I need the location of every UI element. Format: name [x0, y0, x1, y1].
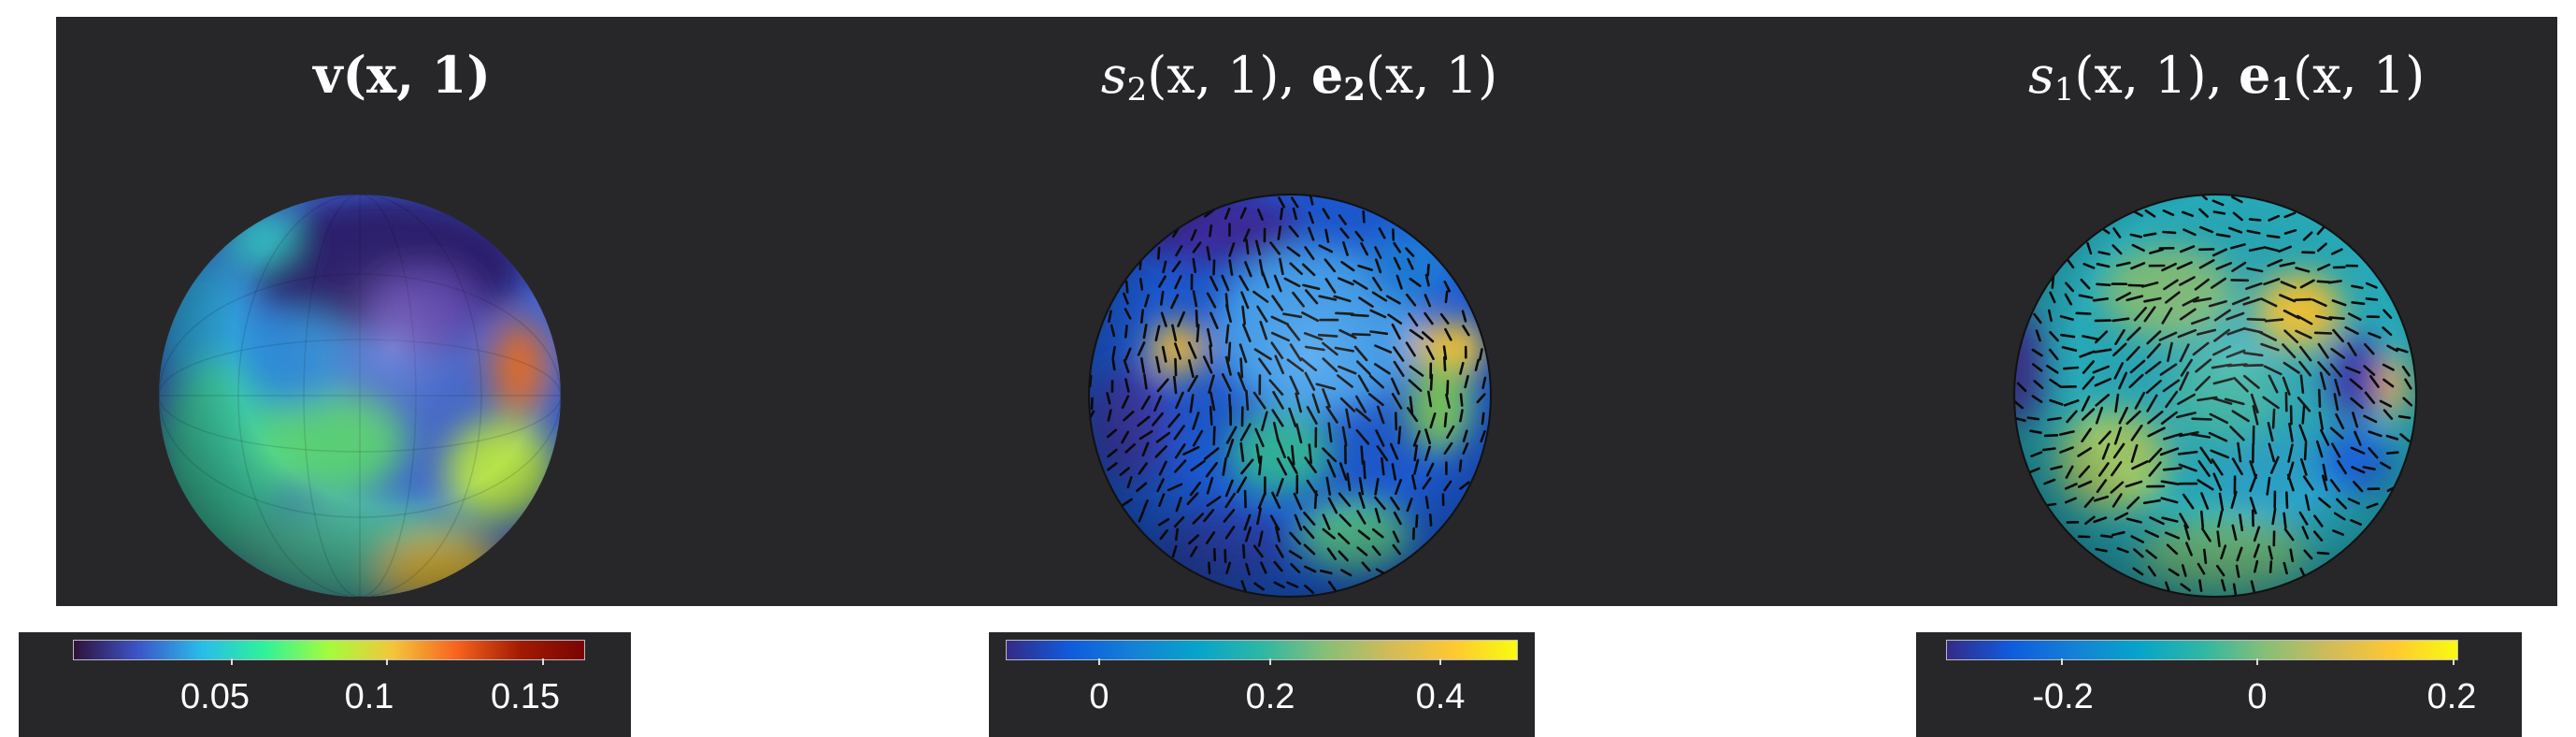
- colorbar-tick: [386, 658, 388, 665]
- colorbar-tick-label: 0: [1089, 677, 1109, 717]
- colorbar-tick: [542, 658, 544, 665]
- colorbar-s2: 0 0.2 0.4: [989, 632, 1535, 737]
- colorbar-tick-label: 0.1: [345, 677, 394, 717]
- colorbar-tick-label: 0.15: [491, 677, 560, 717]
- colorbar-tick-label: 0.05: [180, 677, 250, 717]
- colorbar-tick-label: 0: [2247, 677, 2267, 717]
- colorbar-tick-label: 0.4: [1416, 677, 1466, 717]
- colorbar-v: 0.05 0.1 0.15: [19, 632, 631, 737]
- sphere-s1-e1: [2000, 181, 2430, 611]
- colorbar-s1: -0.2 0 0.2: [1916, 632, 2522, 737]
- title-s1-e1: s1(x, 1), e1(x, 1): [2028, 45, 2402, 110]
- sphere-v: [145, 181, 575, 611]
- colorbar-tick-label: 0.2: [2427, 677, 2477, 717]
- colorbar-tick: [2453, 658, 2454, 665]
- sphere-s2-e2: [1075, 181, 1505, 611]
- colorbar-tick: [2256, 658, 2258, 665]
- colorbar-tick: [1098, 658, 1100, 665]
- colorbar-tick: [231, 658, 233, 665]
- colorbar-tick: [1439, 658, 1441, 665]
- title-v: v(x, 1): [196, 45, 608, 110]
- colorbar-tick-label: 0.2: [1246, 677, 1295, 717]
- colorbar-gradient: [1006, 640, 1518, 660]
- colorbar-tick: [2061, 658, 2063, 665]
- colorbar-tick: [1269, 658, 1271, 665]
- figure-panel: v(x, 1) s2(x, 1), e2(x, 1) s1(x, 1), e1(…: [56, 17, 2557, 606]
- colorbar-tick-label: -0.2: [2032, 677, 2093, 717]
- colorbar-gradient: [1946, 640, 2458, 660]
- title-s2-e2: s2(x, 1), e2(x, 1): [1084, 45, 1514, 110]
- colorbar-gradient: [73, 640, 585, 660]
